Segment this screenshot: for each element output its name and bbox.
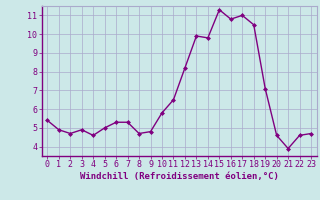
X-axis label: Windchill (Refroidissement éolien,°C): Windchill (Refroidissement éolien,°C) — [80, 172, 279, 181]
